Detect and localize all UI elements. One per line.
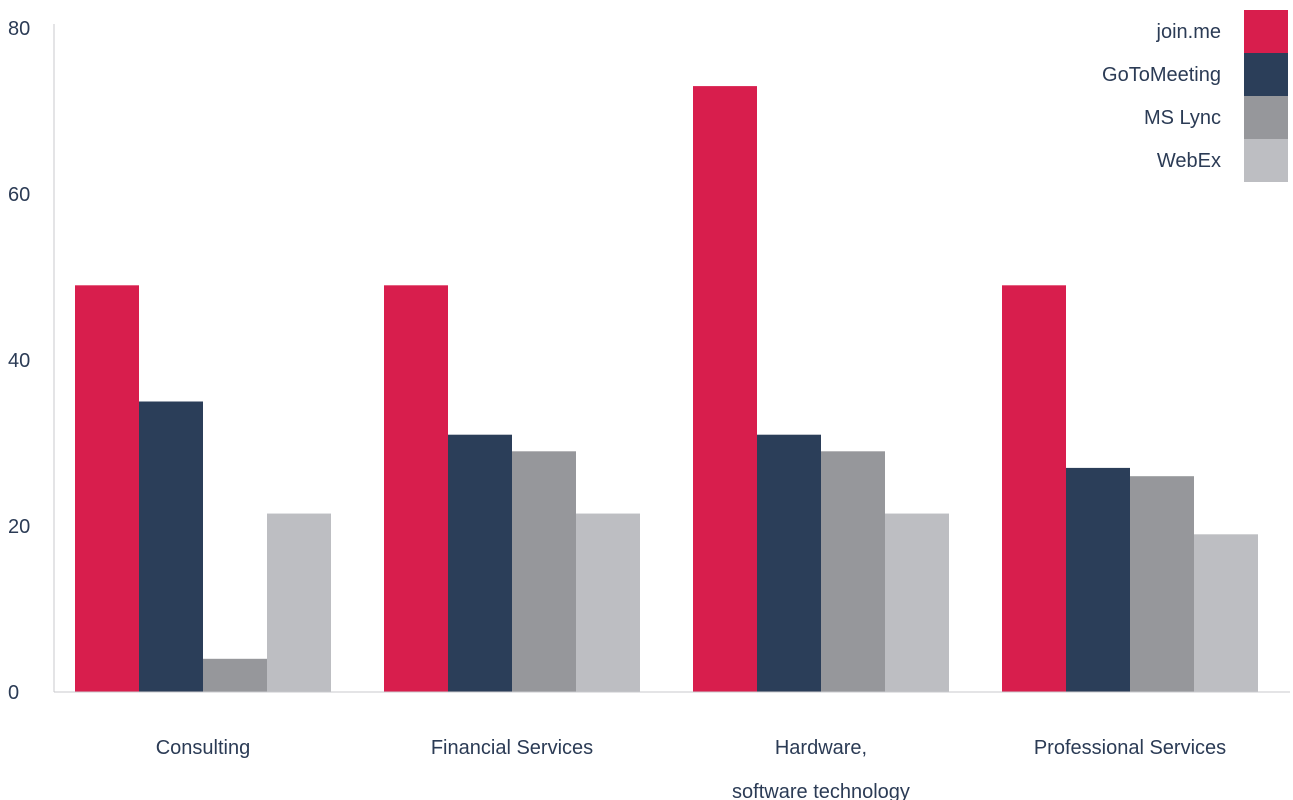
bar-join-me — [384, 285, 448, 692]
bar-webex — [576, 513, 640, 692]
x-category-label: software technology — [732, 781, 910, 800]
x-category-label: Hardware, — [775, 737, 867, 759]
bar-group — [693, 86, 949, 693]
legend-swatch — [1244, 53, 1288, 96]
bar-join-me — [693, 86, 757, 693]
bar-gotomeeting — [1066, 467, 1130, 692]
bar-gotomeeting — [448, 434, 512, 692]
bars — [75, 86, 1258, 693]
x-category-label: Financial Services — [431, 737, 593, 759]
y-axis: 0 20 40 60 80 — [8, 18, 55, 704]
x-axis: Consulting Financial Services Hardware, sof… — [54, 691, 1290, 800]
legend: join.me GoToMeeting MS Lync WebEx — [1102, 10, 1288, 182]
bar-ms-lync — [821, 451, 885, 692]
x-category-label: Consulting — [156, 737, 251, 759]
legend-swatch — [1244, 10, 1288, 53]
bar-join-me — [75, 285, 139, 692]
legend-label: join.me — [1156, 21, 1221, 43]
legend-label: MS Lync — [1144, 107, 1221, 129]
bar-ms-lync — [512, 451, 576, 692]
y-tick-label: 0 — [8, 682, 19, 704]
y-tick-label: 40 — [8, 350, 30, 372]
bar-join-me — [1002, 285, 1066, 692]
bar-webex — [267, 513, 331, 692]
legend-swatch — [1244, 96, 1288, 139]
bar-gotomeeting — [139, 401, 203, 692]
bar-group — [1002, 285, 1258, 692]
legend-label: WebEx — [1157, 150, 1221, 172]
bar-webex — [1194, 534, 1258, 692]
bar-ms-lync — [1130, 476, 1194, 692]
bar-group — [75, 285, 331, 692]
bar-webex — [885, 513, 949, 692]
bar-group — [384, 285, 640, 692]
legend-swatch — [1244, 139, 1288, 182]
y-tick-label: 60 — [8, 184, 30, 206]
legend-label: GoToMeeting — [1102, 64, 1221, 86]
x-category-label: Professional Services — [1034, 737, 1226, 759]
y-tick-label: 80 — [8, 18, 30, 40]
bar-gotomeeting — [757, 434, 821, 692]
y-tick-label: 20 — [8, 516, 30, 538]
bar-ms-lync — [203, 658, 267, 692]
